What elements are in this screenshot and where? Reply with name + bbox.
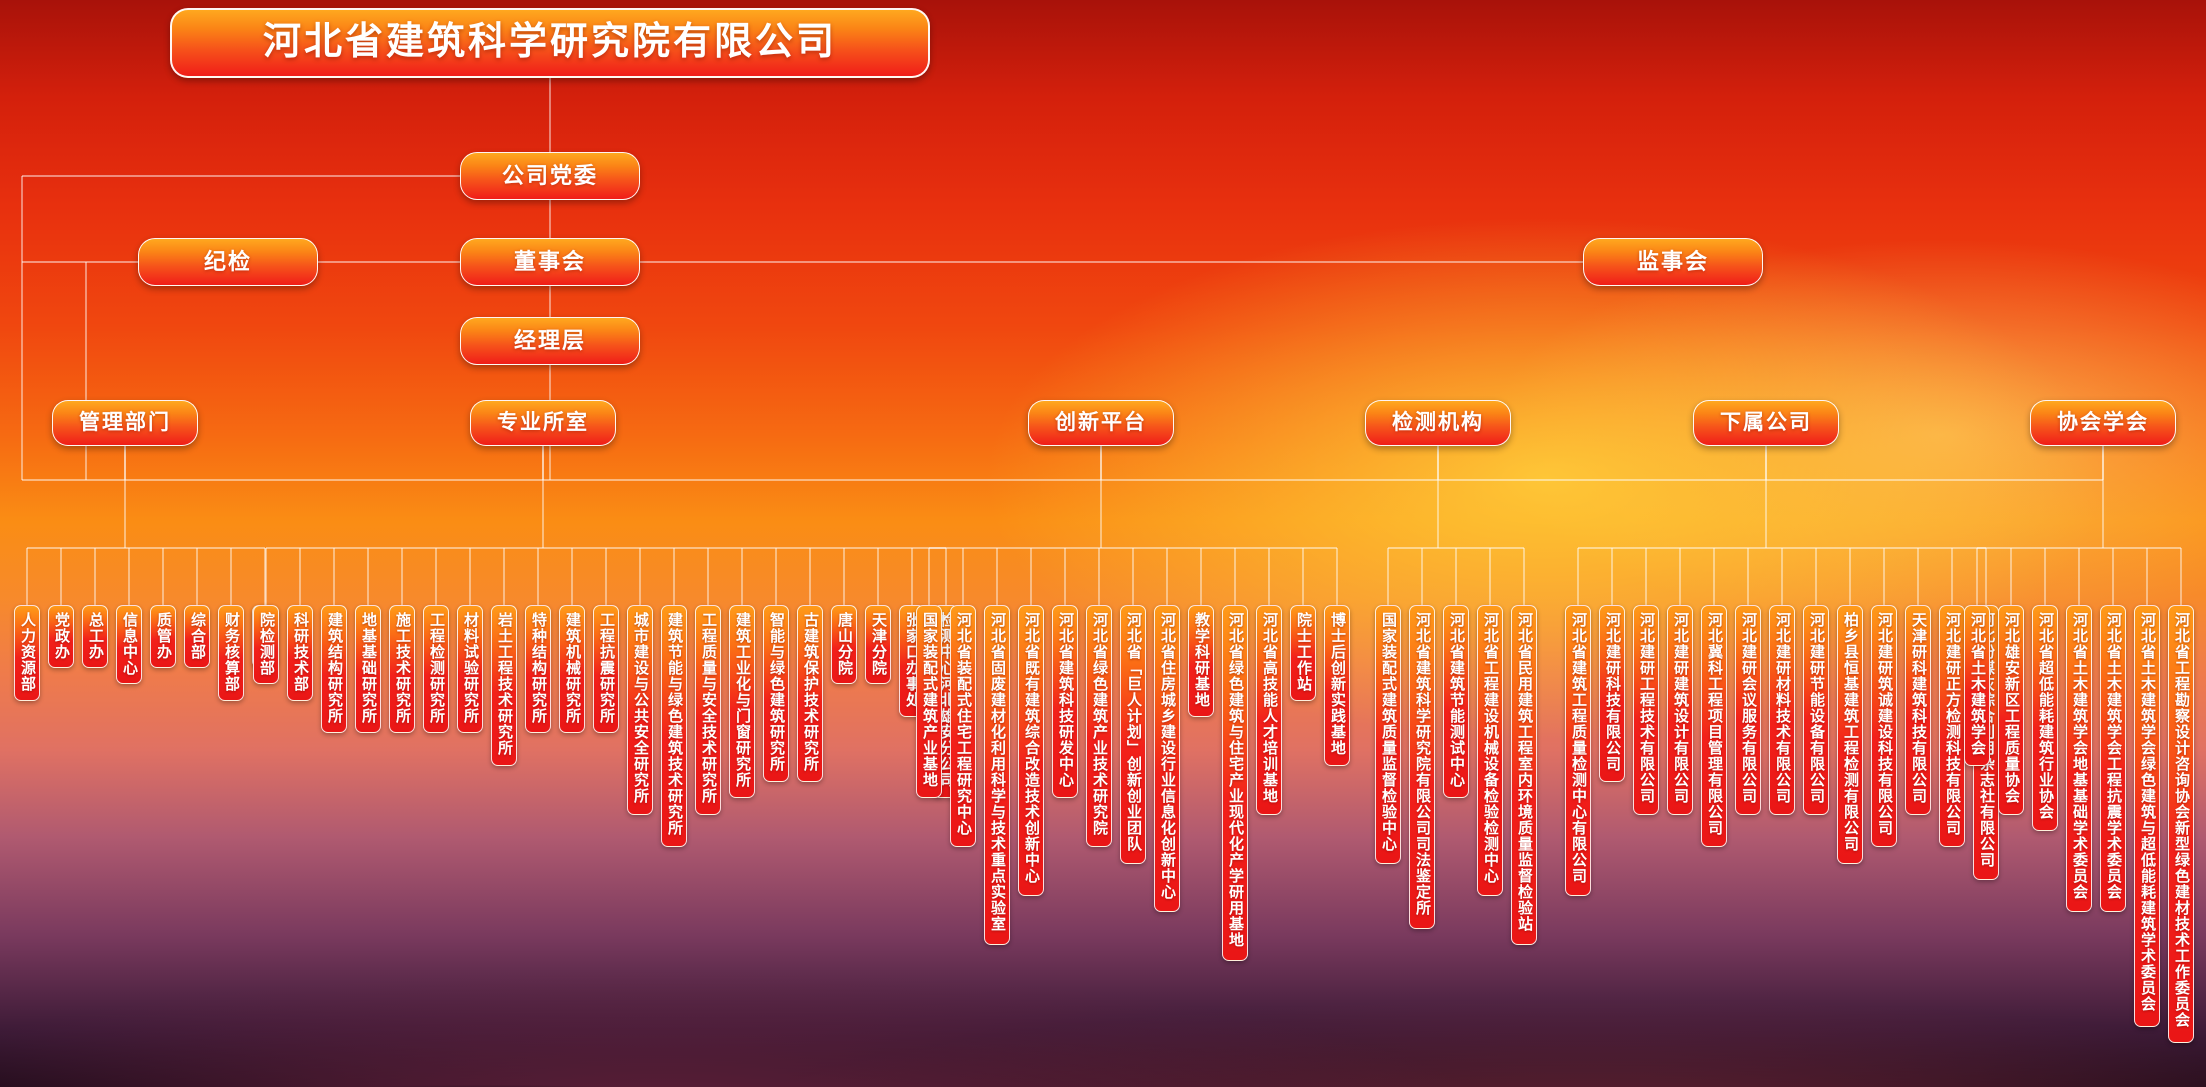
leaf-node[interactable]: 教学科研基地 — [1188, 605, 1214, 717]
category-mgmt[interactable]: 管理部门 — [52, 400, 198, 446]
node-management-layer[interactable]: 经理层 — [460, 317, 640, 365]
leaf-node[interactable]: 柏乡县恒基建筑工程检测有限公司 — [1837, 605, 1863, 864]
leaf-node[interactable]: 总工办 — [82, 605, 108, 668]
leaf-node[interactable]: 国家装配式建筑质量监督检验中心 — [1375, 605, 1401, 864]
leaf-node[interactable]: 人力资源部 — [14, 605, 40, 701]
leaf-node[interactable]: 唐山分院 — [831, 605, 857, 684]
leaf-node[interactable]: 工程抗震研究所 — [593, 605, 619, 733]
leaf-node[interactable]: 河北省工程勘察设计咨询协会新型绿色建材技术工作委员会 — [2168, 605, 2194, 1043]
leaf-node[interactable]: 工程检测研究所 — [423, 605, 449, 733]
leaf-node[interactable]: 综合部 — [184, 605, 210, 668]
leaf-node[interactable]: 天津分院 — [865, 605, 891, 684]
leaf-node[interactable]: 河北建研材料技术有限公司 — [1769, 605, 1795, 815]
leaf-node[interactable]: 河北省超低能耗建筑行业协会 — [2032, 605, 2058, 831]
category-testing[interactable]: 检测机构 — [1365, 400, 1511, 446]
leaf-node[interactable]: 院检测部 — [253, 605, 279, 684]
leaf-node[interactable]: 工程质量与安全技术研究所 — [695, 605, 721, 815]
leaf-node[interactable]: 河北省装配式住宅工程研究中心 — [950, 605, 976, 847]
leaf-node[interactable]: 河北建研建筑设计有限公司 — [1667, 605, 1693, 815]
leaf-node[interactable]: 河北建研会议服务有限公司 — [1735, 605, 1761, 815]
leaf-node[interactable]: 特种结构研究所 — [525, 605, 551, 733]
leaf-node[interactable]: 河北省固废建材化利用科学与技术重点实验室 — [984, 605, 1010, 945]
leaf-node[interactable]: 党政办 — [48, 605, 74, 668]
chart-title: 河北省建筑科学研究院有限公司 — [170, 8, 930, 78]
leaf-node[interactable]: 河北省建筑科学研究院有限公司司法鉴定所 — [1409, 605, 1435, 929]
node-party-committee[interactable]: 公司党委 — [460, 152, 640, 200]
leaf-node[interactable]: 河北省土木建筑学会 — [1964, 605, 1990, 766]
leaf-node[interactable]: 河北雄安新区工程质量协会 — [1998, 605, 2024, 815]
leaf-node[interactable]: 科研技术部 — [287, 605, 313, 701]
leaf-node[interactable]: 河北省建筑工程质量检测中心有限公司 — [1565, 605, 1591, 896]
leaf-node[interactable]: 建筑结构研究所 — [321, 605, 347, 733]
leaf-node[interactable]: 河北省土木建筑学会工程抗震学术委员会 — [2100, 605, 2126, 912]
leaf-node[interactable]: 智能与绿色建筑研究所 — [763, 605, 789, 782]
category-subsid[interactable]: 下属公司 — [1693, 400, 1839, 446]
leaf-node[interactable]: 地基基础研究所 — [355, 605, 381, 733]
leaf-node[interactable]: 施工技术研究所 — [389, 605, 415, 733]
leaf-node[interactable]: 城市建设与公共安全研究所 — [627, 605, 653, 815]
node-board-of-supervisors[interactable]: 监事会 — [1583, 238, 1763, 286]
leaf-node[interactable]: 河北省「巨人计划」创新创业团队 — [1120, 605, 1146, 864]
category-institute[interactable]: 专业所室 — [470, 400, 616, 446]
leaf-node[interactable]: 财务核算部 — [218, 605, 244, 701]
leaf-node[interactable]: 建筑工业化与门窗研究所 — [729, 605, 755, 798]
leaf-node[interactable]: 河北省绿色建筑产业技术研究院 — [1086, 605, 1112, 847]
node-board-of-directors[interactable]: 董事会 — [460, 238, 640, 286]
leaf-node[interactable]: 河北省既有建筑综合改造技术创新中心 — [1018, 605, 1044, 896]
leaf-node[interactable]: 材料试验研究所 — [457, 605, 483, 733]
leaf-node[interactable]: 河北省高技能人才培训基地 — [1256, 605, 1282, 815]
leaf-node[interactable]: 河北建研节能设备有限公司 — [1803, 605, 1829, 815]
leaf-node[interactable]: 国家装配式建筑产业基地 — [916, 605, 942, 798]
leaf-node[interactable]: 建筑机械研究所 — [559, 605, 585, 733]
leaf-node[interactable]: 博士后创新实践基地 — [1324, 605, 1350, 766]
leaf-node[interactable]: 信息中心 — [116, 605, 142, 684]
leaf-node[interactable]: 河北省工程建设机械设备检验检测中心 — [1477, 605, 1503, 896]
leaf-node[interactable]: 天津研科建筑科技有限公司 — [1905, 605, 1931, 815]
node-discipline-inspection[interactable]: 纪检 — [138, 238, 318, 286]
leaf-node[interactable]: 古建筑保护技术研究所 — [797, 605, 823, 782]
leaf-node[interactable]: 河北省住房城乡建设行业信息化创新中心 — [1154, 605, 1180, 912]
leaf-node[interactable]: 河北建研正方检测科技有限公司 — [1939, 605, 1965, 847]
leaf-node[interactable]: 河北建研筑诚建设科技有限公司 — [1871, 605, 1897, 847]
leaf-node[interactable]: 河北省土木建筑学会地基基础学术委员会 — [2066, 605, 2092, 912]
leaf-node[interactable]: 河北冀科工程项目管理有限公司 — [1701, 605, 1727, 847]
leaf-node[interactable]: 河北省建筑节能测试中心 — [1443, 605, 1469, 798]
leaf-node[interactable]: 河北省民用建筑工程室内环境质量监督检验站 — [1511, 605, 1537, 945]
category-platform[interactable]: 创新平台 — [1028, 400, 1174, 446]
leaf-node[interactable]: 质管办 — [150, 605, 176, 668]
leaf-node[interactable]: 院士工作站 — [1290, 605, 1316, 701]
category-assoc[interactable]: 协会学会 — [2030, 400, 2176, 446]
leaf-node[interactable]: 建筑节能与绿色建筑技术研究所 — [661, 605, 687, 847]
leaf-node[interactable]: 河北建研工程技术有限公司 — [1633, 605, 1659, 815]
leaf-node[interactable]: 河北建研科技有限公司 — [1599, 605, 1625, 782]
leaf-node[interactable]: 河北省建筑科技研发中心 — [1052, 605, 1078, 798]
leaf-node[interactable]: 河北省土木建筑学会绿色建筑与超低能耗建筑学术委员会 — [2134, 605, 2160, 1027]
leaf-node[interactable]: 岩土工程技术研究所 — [491, 605, 517, 766]
leaf-node[interactable]: 河北省绿色建筑与住宅产业现代化产学研用基地 — [1222, 605, 1248, 961]
